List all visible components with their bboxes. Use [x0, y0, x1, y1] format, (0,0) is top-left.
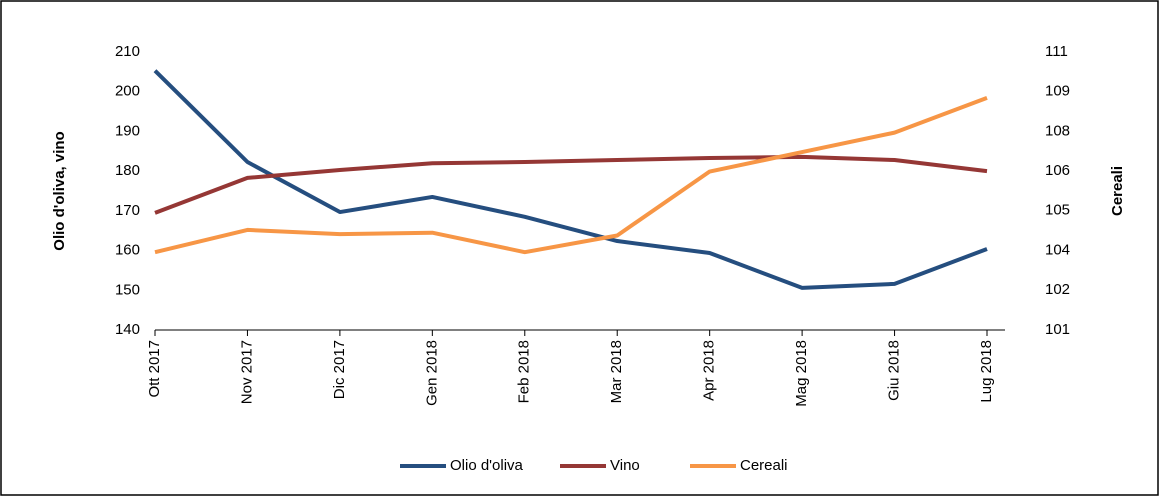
y-axis-title: Olio d'oliva, vino: [51, 131, 68, 250]
y2-tick-label: 108: [1045, 122, 1070, 139]
y-tick-label: 210: [115, 43, 140, 60]
series-line: [154, 95, 988, 255]
y2-tick-label: 109: [1045, 83, 1070, 100]
y-tick-label: 140: [115, 321, 140, 338]
x-tick-label: Mar 2018: [608, 340, 625, 403]
y-tick-label: 170: [115, 202, 140, 219]
y2-tick-label: 102: [1045, 281, 1070, 298]
y-tick-label: 150: [115, 281, 140, 298]
y-tick-label: 190: [115, 122, 140, 139]
x-tick-label: Feb 2018: [516, 340, 533, 403]
y2-tick-label: 104: [1045, 241, 1070, 258]
y2-tick-label: 105: [1045, 202, 1070, 219]
x-tick-label: Dic 2017: [331, 340, 348, 399]
series-line: [153, 69, 988, 290]
y-tick-label: 180: [115, 162, 140, 179]
y2-tick-label: 101: [1045, 321, 1070, 338]
x-tick-label: Nov 2017: [238, 340, 255, 404]
y-tick-label: 160: [115, 242, 140, 259]
legend-label: Cereali: [740, 457, 788, 474]
y-tick-label: 200: [115, 83, 140, 100]
x-tick-label: Apr 2018: [701, 340, 718, 401]
x-tick-label: Giu 2018: [886, 340, 903, 401]
x-tick-label: Mag 2018: [793, 340, 810, 407]
y2-axis-title: Cereali: [1109, 166, 1126, 216]
x-tick-label: Gen 2018: [423, 340, 440, 406]
y2-tick-label: 111: [1045, 43, 1068, 60]
y2-tick-label: 106: [1045, 162, 1070, 179]
x-tick-label: Ott 2017: [146, 340, 163, 398]
x-tick-label: Lug 2018: [978, 340, 995, 403]
legend-label: Olio d'oliva: [450, 457, 524, 474]
series-line: [154, 154, 988, 215]
legend-label: Vino: [610, 457, 640, 474]
